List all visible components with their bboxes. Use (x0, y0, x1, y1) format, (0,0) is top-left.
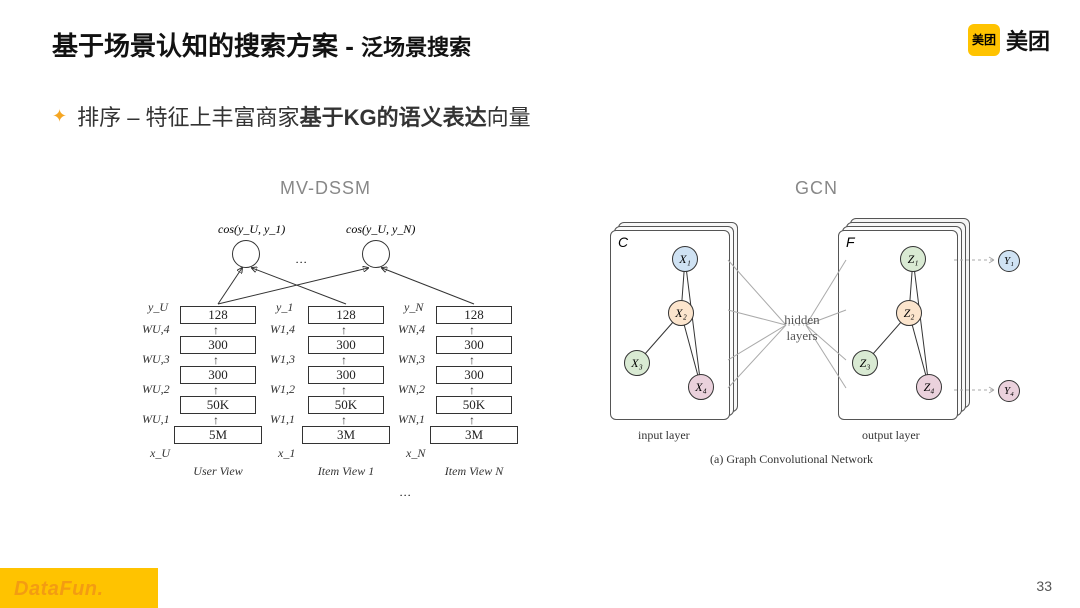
cosN-circle-icon (362, 240, 390, 268)
page-number: 33 (1036, 578, 1052, 594)
mvdssm-layer-box: 300 (436, 336, 512, 354)
mvdssm-xvar: x_1 (278, 446, 295, 461)
gcn-input-label: input layer (638, 428, 690, 443)
mvdssm-layer-box: 5M (174, 426, 262, 444)
gcn-diagram: C F Y₁ Y₄ (600, 220, 1060, 480)
up-arrow-icon: ↑ (469, 353, 475, 368)
title-sub: 泛场景搜索 (361, 35, 471, 60)
gcn-node-z4: Z₄ (916, 374, 942, 400)
gcn-output-label: output layer (862, 428, 920, 443)
datafun-logo: DataFun. (14, 578, 104, 601)
mvdssm-layer-box: 128 (436, 306, 512, 324)
mvdssm-yvar: y_N (404, 300, 423, 315)
mvdssm-layer-box: 300 (308, 336, 384, 354)
mvdssm-layer-box: 50K (308, 396, 384, 414)
up-arrow-icon: ↑ (213, 353, 219, 368)
slide: 基于场景认知的搜索方案 - 泛场景搜索 美团 美团 ✦ 排序 – 特征上丰富商家… (0, 0, 1080, 608)
mvdssm-weight-label: W1,2 (270, 382, 295, 397)
mvdssm-xvar: x_U (150, 446, 170, 461)
gcn-node-z3: Z₃ (852, 350, 878, 376)
mvdssm-layer-box: 300 (308, 366, 384, 384)
up-arrow-icon: ↑ (341, 383, 347, 398)
mvdssm-layer-box: 300 (180, 336, 256, 354)
mvdssm-weight-label: W1,1 (270, 412, 295, 427)
mvdssm-weight-label: WN,3 (398, 352, 425, 367)
panel-f-label: F (846, 234, 855, 250)
gcn-y4-node: Y₄ (998, 380, 1020, 402)
mvdssm-layer-box: 300 (436, 366, 512, 384)
logo-text: 美团 (1006, 24, 1050, 56)
up-arrow-icon: ↑ (341, 353, 347, 368)
up-arrow-icon: ↑ (341, 323, 347, 338)
up-arrow-icon: ↑ (213, 323, 219, 338)
mvdssm-tower-label: User View (168, 464, 268, 479)
mvdssm-weight-label: WU,3 (142, 352, 170, 367)
gcn-hidden-label-2: layers (772, 328, 832, 344)
mvdssm-yvar: y_U (148, 300, 168, 315)
slide-title: 基于场景认知的搜索方案 - 泛场景搜索 (52, 26, 471, 63)
mvdssm-tower-label: Item View N (424, 464, 524, 479)
mvdssm-layer-box: 128 (180, 306, 256, 324)
gcn-node-z2: Z₂ (896, 300, 922, 326)
ellipsis-bottom: … (400, 485, 411, 500)
mvdssm-layer-box: 3M (302, 426, 390, 444)
gcn-title: GCN (795, 178, 838, 199)
gcn-hidden-label-1: hidden (772, 312, 832, 328)
title-sep: - (338, 31, 361, 61)
gcn-node-x4: X₄ (688, 374, 714, 400)
bullet-pre: 排序 – 特征上丰富商家 (77, 100, 299, 132)
up-arrow-icon: ↑ (469, 383, 475, 398)
mvdssm-weight-label: WN,4 (398, 322, 425, 337)
mvdssm-weight-label: WU,4 (142, 322, 170, 337)
meituan-logo: 美团 美团 (968, 24, 1050, 56)
mvdssm-layer-box: 50K (180, 396, 256, 414)
up-arrow-icon: ↑ (341, 413, 347, 428)
bullet-bold: 基于KG的语义表达 (300, 100, 487, 132)
gcn-node-x3: X₃ (624, 350, 650, 376)
mvdssm-tower-itemN: y_N128WN,4300↑WN,3300↑WN,250K↑WN,13M↑x_N (426, 300, 522, 480)
mvdssm-weight-label: WU,1 (142, 412, 170, 427)
mvdssm-title: MV-DSSM (280, 178, 371, 199)
mvdssm-weight-label: WN,2 (398, 382, 425, 397)
up-arrow-icon: ↑ (469, 323, 475, 338)
mvdssm-layer-box: 50K (436, 396, 512, 414)
up-arrow-icon: ↑ (213, 413, 219, 428)
mvdssm-layer-box: 3M (430, 426, 518, 444)
up-arrow-icon: ↑ (213, 383, 219, 398)
mvdssm-weight-label: WN,1 (398, 412, 425, 427)
cosN-label: cos(y_U, y_N) (346, 222, 415, 237)
mvdssm-xvar: x_N (406, 446, 425, 461)
title-main: 基于场景认知的搜索方案 (52, 31, 338, 61)
up-arrow-icon: ↑ (469, 413, 475, 428)
bullet-line: ✦ 排序 – 特征上丰富商家 基于KG的语义表达 向量 (52, 100, 531, 132)
mvdssm-yvar: y_1 (276, 300, 293, 315)
mvdssm-tower-user: y_U128WU,4300↑WU,3300↑WU,250K↑WU,15M↑x_U (170, 300, 266, 480)
mvdssm-weight-label: WU,2 (142, 382, 170, 397)
gcn-bottom-caption: (a) Graph Convolutional Network (710, 452, 873, 467)
mvdssm-layer-box: 128 (308, 306, 384, 324)
mvdssm-weight-label: W1,3 (270, 352, 295, 367)
mvdssm-weight-label: W1,4 (270, 322, 295, 337)
panel-c-label: C (618, 234, 628, 250)
gcn-node-x1: X₁ (672, 246, 698, 272)
gcn-node-z1: Z₁ (900, 246, 926, 272)
cos1-label: cos(y_U, y_1) (218, 222, 285, 237)
gcn-node-x2: X₂ (668, 300, 694, 326)
gcn-y1-node: Y₁ (998, 250, 1020, 272)
cos1-circle-icon (232, 240, 260, 268)
logo-badge-icon: 美团 (968, 24, 1000, 56)
mvdssm-layer-box: 300 (180, 366, 256, 384)
bullet-icon: ✦ (52, 106, 67, 127)
mvdssm-tower-label: Item View 1 (296, 464, 396, 479)
bullet-post: 向量 (487, 100, 531, 132)
ellipsis-top: … (296, 252, 307, 267)
mvdssm-tower-item1: y_1128W1,4300↑W1,3300↑W1,250K↑W1,13M↑x_1 (298, 300, 394, 480)
